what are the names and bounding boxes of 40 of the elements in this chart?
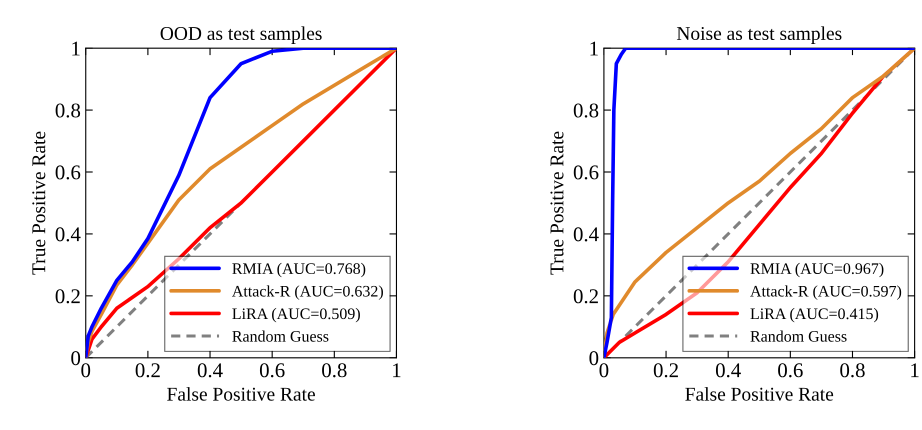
chart-title: OOD as test samples bbox=[160, 26, 322, 44]
y-tick-label: 1 bbox=[72, 42, 80, 56]
legend-label: RMIA (AUC=0.967) bbox=[750, 262, 884, 278]
y-tick-label: 0 bbox=[589, 351, 598, 366]
y-tick-label: 0 bbox=[71, 351, 80, 366]
y-tick-label: 1 bbox=[590, 42, 598, 56]
y-tick-label: 0.4 bbox=[56, 227, 81, 242]
x-tick-label: 0.8 bbox=[322, 363, 347, 378]
legend-label: Random Guess bbox=[750, 330, 847, 342]
y-tick-label: 0.2 bbox=[574, 289, 598, 304]
legend-label: Random Guess bbox=[232, 330, 328, 342]
legend-label: Attack-R (AUC=0.597) bbox=[750, 285, 902, 300]
x-tick-label: 0 bbox=[81, 363, 90, 378]
y-tick-label: 0.8 bbox=[574, 103, 598, 118]
line-series bbox=[604, 48, 915, 358]
x-tick-label: 0.2 bbox=[136, 363, 160, 378]
line-series bbox=[86, 48, 396, 358]
x-tick-label: 0.4 bbox=[198, 363, 223, 378]
x-tick-label: 0.8 bbox=[840, 363, 865, 378]
y-axis-title: True Positive Rate bbox=[32, 132, 46, 275]
y-tick-label: 0.2 bbox=[56, 289, 80, 304]
y-tick-label: 0.4 bbox=[574, 227, 599, 242]
legend-label: LiRA (AUC=0.509) bbox=[232, 308, 360, 322]
x-tick-label: 0 bbox=[599, 363, 608, 378]
x-axis-title: False Positive Rate bbox=[685, 387, 834, 401]
x-tick-label: 0.6 bbox=[778, 363, 803, 378]
x-tick-label: 1 bbox=[393, 363, 400, 378]
x-tick-label: 0.2 bbox=[654, 363, 678, 378]
y-axis-title: True Positive Rate bbox=[550, 132, 564, 275]
x-tick-label: 1 bbox=[911, 363, 919, 378]
chart-title: Noise as test samples bbox=[676, 26, 842, 44]
x-tick-label: 0.6 bbox=[260, 363, 285, 378]
legend-label: LiRA (AUC=0.415) bbox=[750, 308, 878, 322]
legend-label: RMIA (AUC=0.768) bbox=[232, 262, 366, 278]
x-tick-label: 0.4 bbox=[716, 363, 741, 378]
y-tick-label: 0.6 bbox=[574, 165, 598, 180]
x-axis-title: False Positive Rate bbox=[167, 387, 315, 401]
y-tick-label: 0.8 bbox=[56, 103, 80, 118]
legend-label: Attack-R (AUC=0.632) bbox=[232, 285, 383, 300]
y-tick-label: 0.6 bbox=[56, 165, 80, 180]
